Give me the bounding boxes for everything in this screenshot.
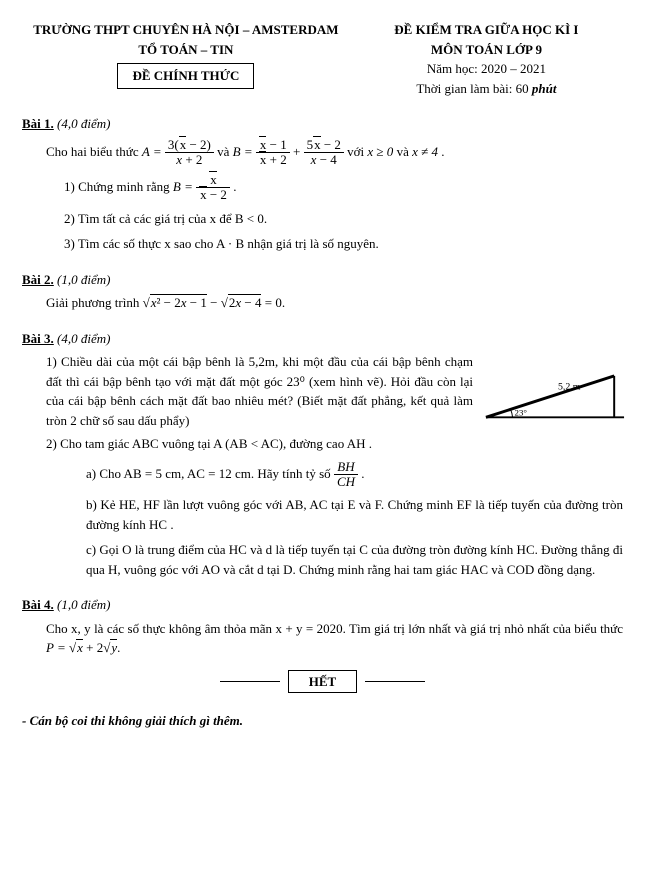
section-1: Bài 1. (4,0 điểm) Cho hai biểu thức A = … [22, 114, 623, 254]
b2-score: (1,0 điểm) [57, 272, 110, 287]
section-2: Bài 2. (1,0 điểm) Giải phương trình √x² … [22, 270, 623, 313]
b1-q3: 3) Tìm các số thực x sao cho A · B nhận … [64, 234, 623, 254]
b1-q1a: 1) Chứng minh rằng [64, 179, 173, 194]
b1-title: Bài 1. [22, 116, 54, 131]
b3-q2a-pre: a) Cho AB = 5 cm, AC = 12 cm. Hãy tính t… [86, 465, 334, 480]
seesaw-figure: 5,2 m 23° [481, 368, 629, 427]
section-4: Bài 4. (1,0 điểm) Cho x, y là các số thự… [22, 595, 623, 658]
b1-score: (4,0 điểm) [57, 116, 110, 131]
b3-q2a-post: . [361, 465, 364, 480]
b4-q: Cho x, y là các số thực không âm thỏa mã… [46, 619, 623, 658]
b4-q-a: Cho x, y là các số thực không âm thỏa mã… [46, 621, 623, 636]
b2-q-text: Giải phương trình [46, 295, 143, 310]
official-box: ĐỀ CHÍNH THỨC [117, 63, 254, 89]
b1-cond1: x ≥ 0 [367, 143, 393, 158]
b1-cond2: x ≠ 4 [412, 143, 438, 158]
subject: MÔN TOÁN LỚP 9 [350, 40, 623, 60]
header-right: ĐỀ KIỂM TRA GIỮA HỌC KÌ I MÔN TOÁN LỚP 9… [350, 20, 623, 98]
expr-A: A = [142, 143, 165, 158]
b3-q2c: c) Gọi O là trung điểm của HC và d là ti… [86, 540, 623, 579]
het-line-left [220, 681, 280, 682]
het-line-right [365, 681, 425, 682]
b3-q2: 2) Cho tam giác ABC vuông tại A (AB < AC… [46, 434, 623, 454]
b3-q1-wrap: 1) Chiều dài của một cái bập bênh là 5,2… [46, 352, 623, 430]
b1-intro2: và [217, 143, 233, 158]
fig-len: 5,2 m [558, 382, 581, 393]
b1-dot: . [441, 143, 444, 158]
frac-q1: x x − 2 [196, 173, 230, 203]
b1-q1b: . [233, 179, 236, 194]
b2-q: Giải phương trình √x² − 2x − 1 − √2x − 4… [46, 293, 623, 313]
exam-title: ĐỀ KIỂM TRA GIỮA HỌC KÌ I [350, 20, 623, 40]
b2-title: Bài 2. [22, 272, 54, 287]
fig-ang: 23° [515, 408, 528, 418]
header-left: TRƯỜNG THPT CHUYÊN HÀ NỘI – AMSTERDAM TỔ… [22, 20, 350, 98]
frac-B1: x − 1 x + 2 [256, 138, 290, 168]
time-unit: phút [532, 81, 557, 96]
b1-intro1: Cho hai biểu thức [46, 143, 142, 158]
b4-title: Bài 4. [22, 597, 54, 612]
frac-B2: 5x − 2 x − 4 [304, 138, 344, 168]
het-box: HẾT [288, 670, 357, 694]
b1-intro3: với [347, 143, 367, 158]
b3-title: Bài 3. [22, 331, 54, 346]
school-name: TRƯỜNG THPT CHUYÊN HÀ NỘI – AMSTERDAM [22, 20, 350, 40]
b1-intro: Cho hai biểu thức A = 3(x − 2) x + 2 và … [46, 138, 623, 168]
time: Thời gian làm bài: 60 phút [350, 79, 623, 99]
b1-cond-and: và [397, 143, 413, 158]
dept-name: TỔ TOÁN – TIN [22, 40, 350, 60]
b3-score: (4,0 điểm) [57, 331, 110, 346]
b1-q1: 1) Chứng minh rằng B = x x − 2 . [64, 173, 623, 203]
b1-q2: 2) Tìm tất cả các giá trị của x để B < 0… [64, 209, 623, 229]
frac-bh-ch: BHCH [334, 460, 358, 490]
b3-q2a: a) Cho AB = 5 cm, AC = 12 cm. Hãy tính t… [86, 460, 623, 490]
b4-score: (1,0 điểm) [57, 597, 110, 612]
time-label: Thời gian làm bài: 60 [416, 81, 528, 96]
footnote: - Cán bộ coi thi không giải thích gì thê… [22, 711, 623, 731]
frac-A: 3(x − 2) x + 2 [165, 138, 214, 168]
year: Năm học: 2020 – 2021 [350, 59, 623, 79]
b3-q2b: b) Kẻ HE, HF lần lượt vuông góc với AB, … [86, 495, 623, 534]
header: TRƯỜNG THPT CHUYÊN HÀ NỘI – AMSTERDAM TỔ… [22, 20, 623, 98]
expr-B: B = [233, 143, 256, 158]
het-row: HẾT [22, 670, 623, 694]
section-3: Bài 3. (4,0 điểm) 1) Chiều dài của một c… [22, 329, 623, 580]
